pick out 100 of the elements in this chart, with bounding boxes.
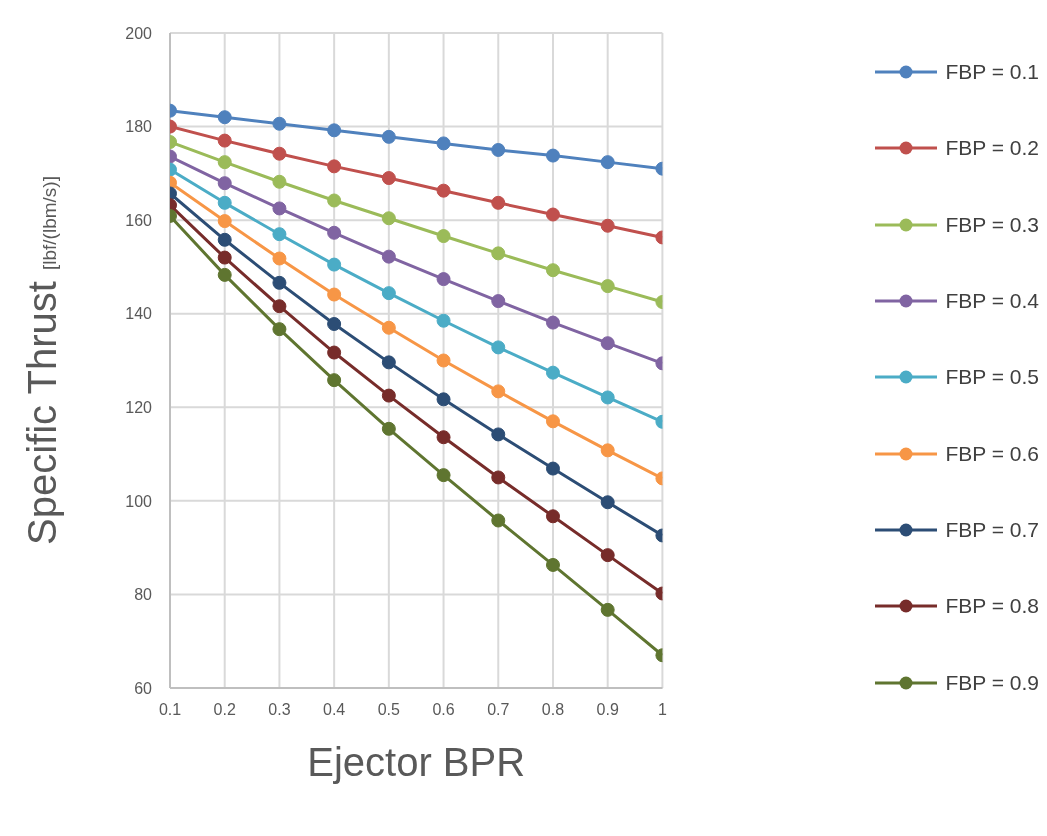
point <box>272 299 287 314</box>
point <box>381 211 396 226</box>
legend-label: FBP = 0.9 <box>945 670 1039 695</box>
point <box>272 201 287 216</box>
y-tick-label: 140 <box>125 305 153 323</box>
y-tick-label: 160 <box>125 211 153 229</box>
point <box>491 513 506 528</box>
point <box>327 225 342 240</box>
x-tick-label: 1 <box>657 701 667 719</box>
x-tick-label: 0.5 <box>377 701 401 719</box>
point <box>272 146 287 161</box>
point <box>600 602 615 617</box>
point <box>436 392 451 407</box>
y-tick-label: 100 <box>125 492 153 510</box>
point <box>545 263 560 278</box>
x-tick-label: 0.7 <box>487 701 510 719</box>
legend-label: FBP = 0.5 <box>945 365 1039 390</box>
point <box>545 315 560 330</box>
point <box>381 249 396 264</box>
x-tick-label: 0.6 <box>432 701 455 719</box>
point <box>600 443 615 458</box>
y-tick-label: 120 <box>125 398 153 416</box>
point <box>600 390 615 405</box>
point <box>327 373 342 388</box>
point <box>327 193 342 208</box>
point <box>491 470 506 485</box>
point <box>436 272 451 287</box>
point <box>272 227 287 242</box>
x-tick-label: 0.2 <box>213 701 236 719</box>
point <box>272 322 287 337</box>
point <box>327 123 342 138</box>
point <box>217 133 232 148</box>
x-tick-label: 0.3 <box>268 701 291 719</box>
point <box>217 250 232 265</box>
legend-label: FBP = 0.2 <box>945 136 1039 161</box>
point <box>436 468 451 483</box>
y-tick-label: 60 <box>134 679 153 697</box>
point <box>217 110 232 125</box>
point <box>217 195 232 210</box>
y-tick-label: 200 <box>125 24 153 42</box>
point <box>600 336 615 351</box>
point <box>381 320 396 335</box>
point <box>600 218 615 233</box>
point <box>381 171 396 186</box>
point <box>491 340 506 355</box>
point <box>217 267 232 282</box>
point <box>217 176 232 191</box>
point <box>272 251 287 266</box>
point <box>491 427 506 442</box>
point <box>600 548 615 563</box>
point <box>327 257 342 272</box>
point <box>381 388 396 403</box>
y-tick-label: 180 <box>125 118 153 136</box>
point <box>217 214 232 229</box>
point <box>491 195 506 210</box>
point <box>327 345 342 360</box>
point <box>545 365 560 380</box>
x-tick-label: 0.4 <box>323 701 346 719</box>
point <box>545 509 560 524</box>
point <box>272 116 287 131</box>
legend-label: FBP = 0.1 <box>945 60 1039 85</box>
legend-label: FBP = 0.6 <box>945 441 1039 466</box>
point <box>217 155 232 170</box>
point <box>545 148 560 163</box>
point <box>545 461 560 476</box>
legend-label: FBP = 0.7 <box>945 517 1039 542</box>
point <box>436 183 451 198</box>
point <box>600 279 615 294</box>
point <box>545 207 560 222</box>
x-tick-label: 0.9 <box>596 701 619 719</box>
legend-label: FBP = 0.3 <box>945 212 1039 237</box>
x-tick-label: 0.1 <box>158 701 182 719</box>
y-axis-title: Specific Thrust [lbf/(lbm/s)] <box>20 176 64 545</box>
point <box>381 355 396 370</box>
x-tick-label: 0.8 <box>541 701 565 719</box>
point <box>491 384 506 399</box>
point <box>491 246 506 261</box>
point <box>436 430 451 445</box>
legend-label: FBP = 0.8 <box>945 594 1039 619</box>
point <box>436 313 451 328</box>
point <box>491 142 506 157</box>
x-axis-title: Ejector BPR <box>307 740 526 784</box>
point <box>217 232 232 247</box>
point <box>545 557 560 572</box>
y-tick-label: 80 <box>134 586 153 604</box>
point <box>272 275 287 290</box>
point <box>491 294 506 309</box>
point <box>600 155 615 170</box>
point <box>381 286 396 301</box>
point <box>272 174 287 189</box>
point <box>545 414 560 429</box>
point <box>436 353 451 368</box>
point <box>381 421 396 436</box>
point <box>381 129 396 144</box>
point <box>436 229 451 244</box>
point <box>327 159 342 174</box>
point <box>327 287 342 302</box>
point <box>600 495 615 510</box>
point <box>436 136 451 151</box>
legend-label: FBP = 0.4 <box>945 289 1039 314</box>
